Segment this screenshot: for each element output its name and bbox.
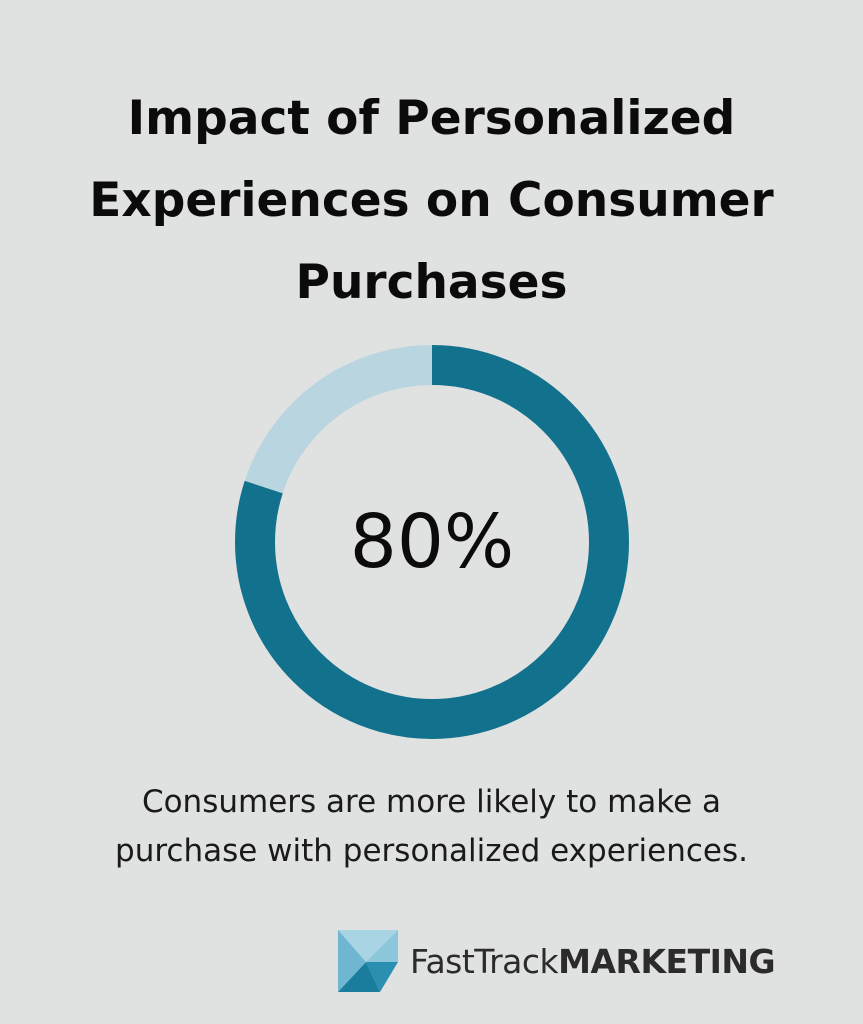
- brand-logo: FastTrackMARKETING: [336, 926, 776, 996]
- title-line-2: Experiences on Consumer: [89, 173, 774, 228]
- donut-chart: [235, 345, 629, 739]
- caption-line-2: purchase with personalized experiences.: [115, 833, 748, 869]
- brand-name-regular: FastTrack: [410, 941, 559, 981]
- page-title: Impact of Personalized Experiences on Co…: [30, 78, 833, 324]
- title-line-3: Purchases: [295, 255, 568, 310]
- brand-name-bold: MARKETING: [558, 941, 776, 981]
- triangle-logo-icon: [338, 930, 398, 992]
- chart-caption: Consumers are more likely to make a purc…: [20, 778, 843, 876]
- caption-line-1: Consumers are more likely to make a: [141, 784, 722, 820]
- brand-name: FastTrackMARKETING: [410, 941, 776, 981]
- title-line-1: Impact of Personalized: [127, 91, 736, 146]
- donut-slice-2: [235, 345, 629, 739]
